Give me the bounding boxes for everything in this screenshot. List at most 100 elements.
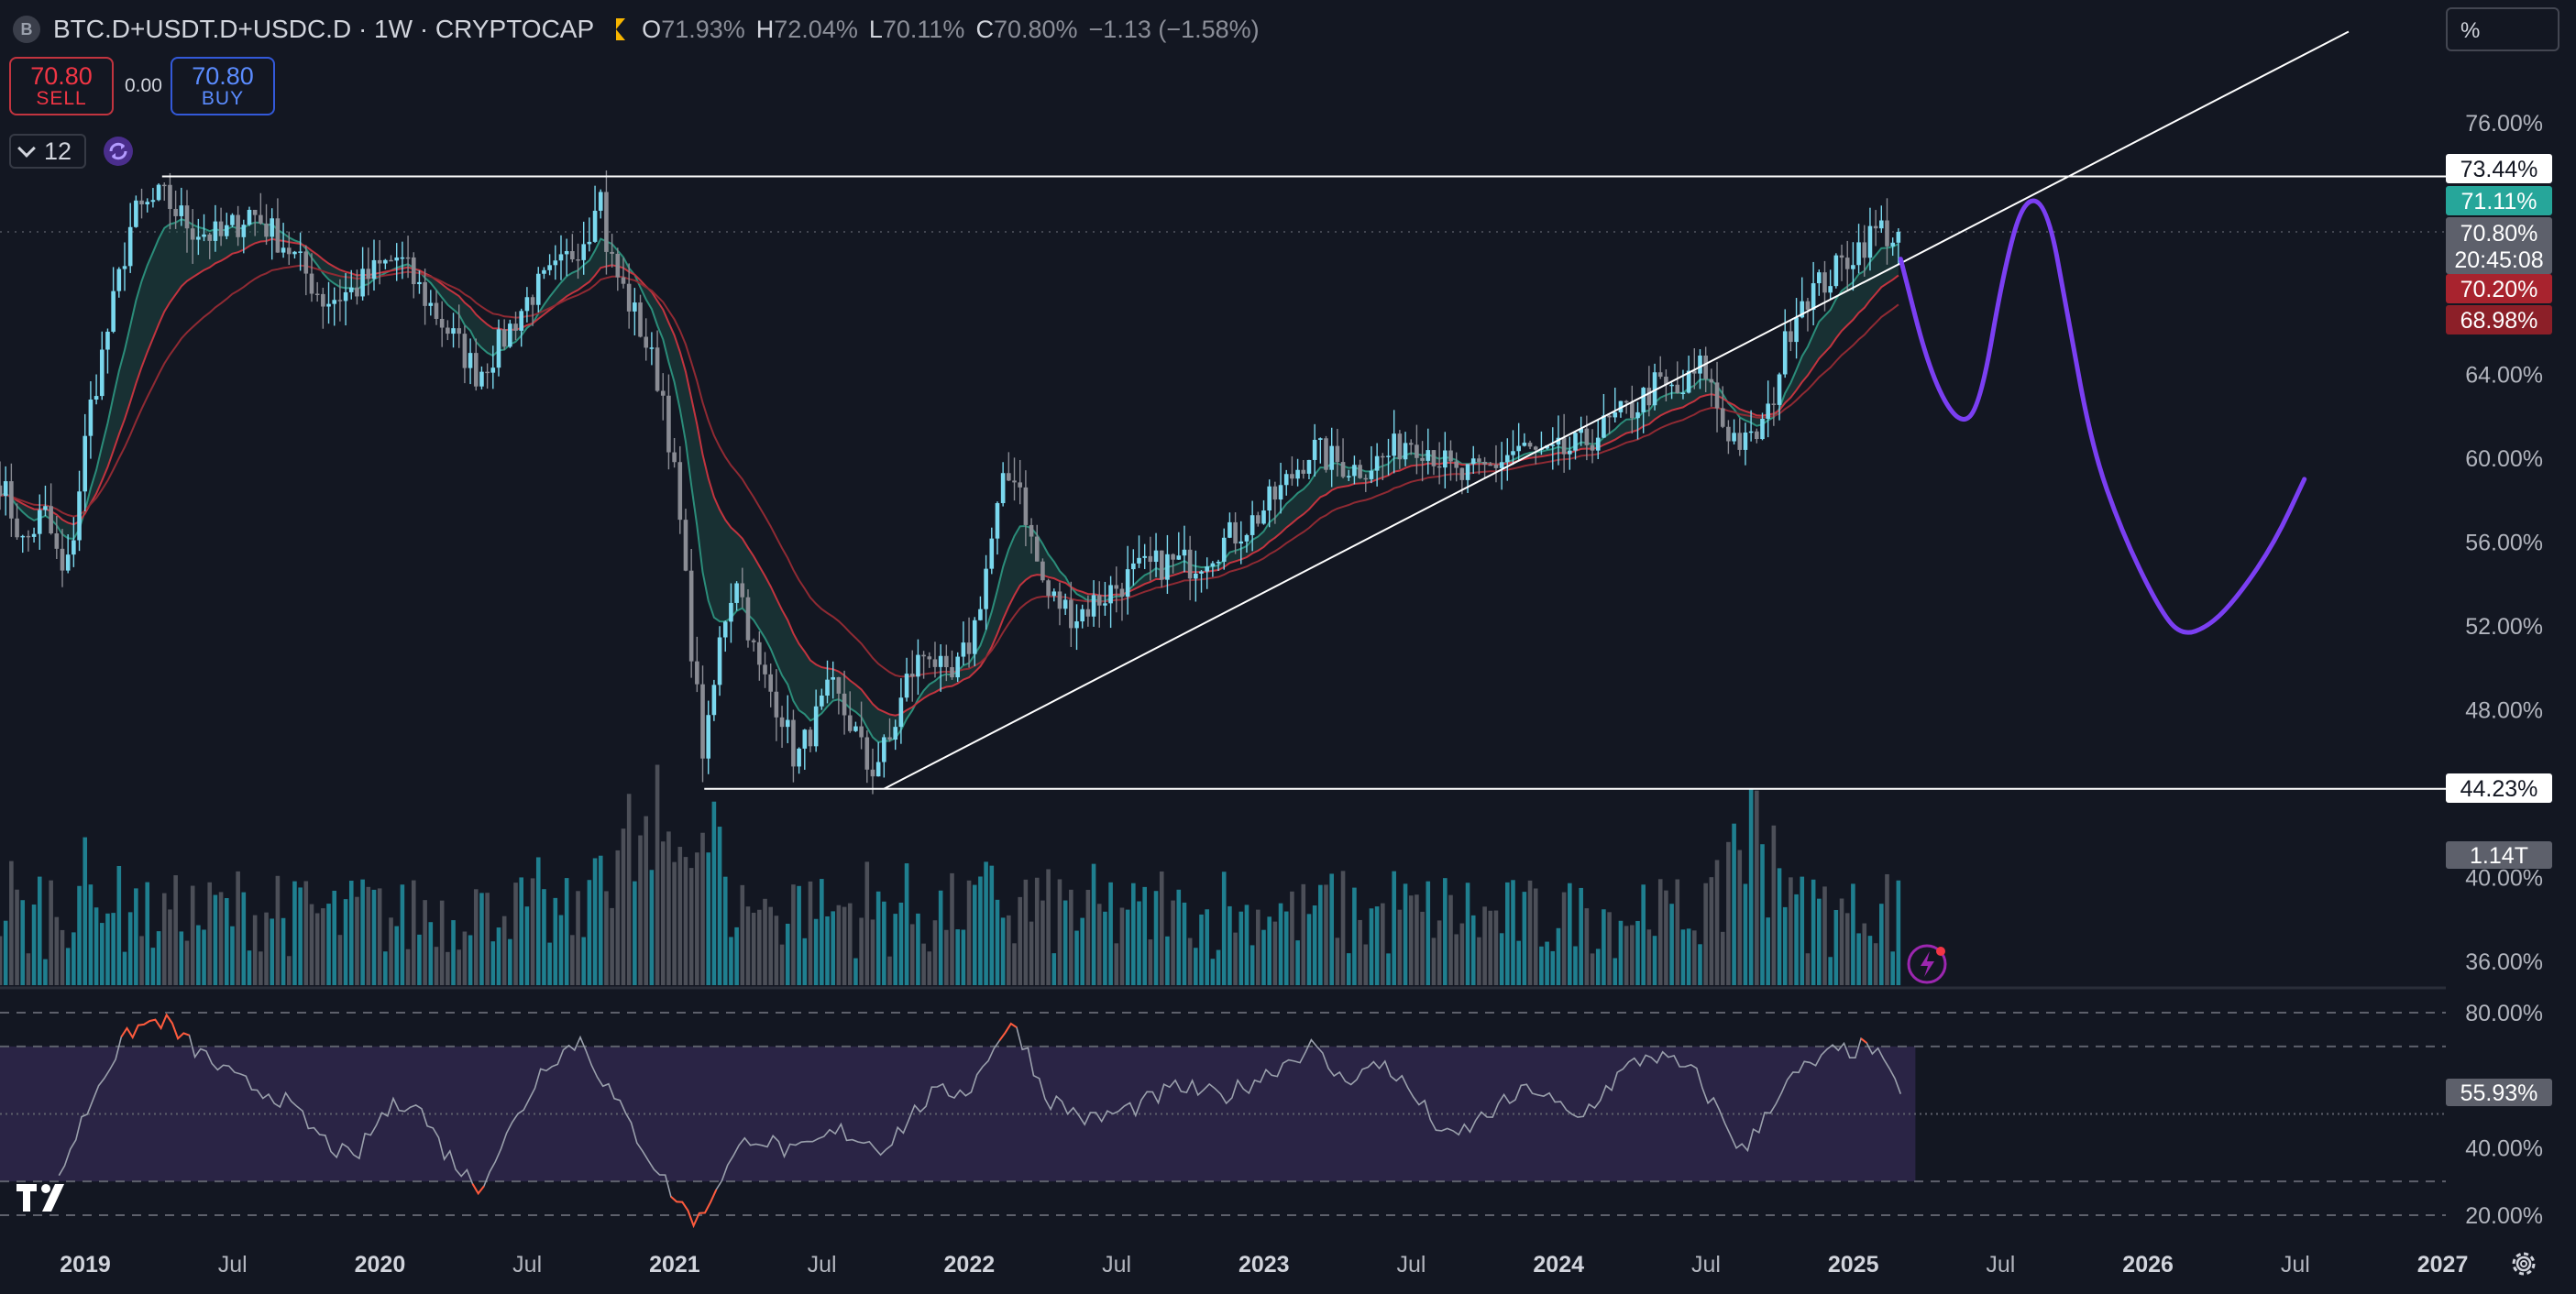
rsi-extreme-segment [120,1013,190,1040]
candle-body [1811,283,1816,311]
candle-body [337,300,343,302]
volume-bar [1420,911,1425,985]
candle-body [1766,403,1770,419]
volume-bar [49,880,53,985]
volume-bar [332,890,337,985]
candle-body [275,218,281,253]
svg-text:73.44%: 73.44% [2460,157,2538,182]
volume-bar [1873,943,1878,985]
volume-bar [1272,921,1278,985]
volume-bar [763,898,767,985]
time-tick-label: Jul [1691,1252,1721,1278]
volume-bar [615,850,621,985]
volume-bar [218,892,224,985]
candle-body [1664,377,1668,385]
volume-bar [706,852,711,985]
candle-body [213,221,218,241]
scale-mode-field[interactable]: % [2446,7,2559,51]
candle-body [995,503,1000,539]
volume-bar [966,880,972,985]
volume-bar [1182,902,1187,985]
candle-body [1369,470,1374,479]
candle-body [1069,599,1073,629]
candle-body [326,303,331,307]
volume-bar [314,913,320,985]
time-tick-label: 2021 [649,1252,700,1278]
time-axis[interactable]: 2019 Jul 2020 Jul 2021 Jul 2022 Jul 2023 Jul 2024 J… [0,1250,2468,1294]
candle-body [179,205,184,216]
volume-bar [1896,880,1901,985]
volume-bar [1459,923,1465,985]
volume-bar [150,948,156,985]
candle-body [1249,515,1255,535]
volume-bar [468,935,473,985]
candle-body [1720,408,1725,427]
volume-bar [859,917,864,985]
candle-body [411,257,416,285]
volume-bar [1867,936,1873,985]
candle-body [31,533,37,537]
candle-body [1159,550,1164,580]
candle-body [1358,465,1362,478]
candle-body [1194,573,1198,579]
volume-bar [1493,910,1499,985]
volume-bar [1306,914,1312,985]
buy-button[interactable]: 70.80 BUY [171,57,275,115]
volume-bar [887,956,892,985]
volume-bar [281,917,286,985]
candle-body [1800,301,1805,318]
candle-body [1470,458,1476,465]
drawings[interactable] [161,30,2446,984]
candle-body [553,260,558,266]
volume-bar [660,841,666,985]
volume-bar [490,941,496,985]
candle-body [1488,464,1493,466]
candle-body [1896,231,1901,243]
symbol-title[interactable]: BTC.D+USDT.D+USDC.D · 1W · CRYPTOCAP [53,15,595,43]
price-axis[interactable]: 76.00% 64.00% 60.00% 56.00% 52.00% 48.00% 40.0… [2446,0,2576,1294]
candle-body [944,655,949,668]
volume-bar [1630,925,1635,985]
volume-bar [37,876,42,985]
volume-bar [1194,948,1198,985]
candle-body [1760,418,1765,440]
volume-bar [1805,953,1811,985]
volume-bar [1635,920,1640,985]
candle-body [439,318,445,328]
svg-text:70.20%: 70.20% [2460,277,2538,302]
time-tick-label: 2019 [60,1252,111,1278]
candle-body [547,265,552,270]
candle-body [683,520,688,571]
volume-bar [173,875,178,985]
volume-bar [1737,850,1743,985]
volume-bar [462,931,468,985]
volume-bar [411,880,416,985]
volume-bar [1766,917,1770,985]
volume-bar [1171,900,1175,985]
candle-body [842,693,847,716]
volume-bar [1324,884,1328,985]
volume-bar [791,884,796,985]
candle-body [43,506,48,510]
candle-body [587,241,592,245]
volume-bar [1477,937,1481,985]
volume-bar [348,881,354,985]
sell-button[interactable]: 70.80 SELL [9,57,114,115]
flag-icon[interactable] [616,18,626,40]
volume-bar [1782,906,1788,985]
volume-bar [377,888,382,985]
settings-gear-icon[interactable] [2508,1248,2539,1279]
candle-body [564,251,569,255]
candle-body [1392,433,1396,456]
sync-icon[interactable] [103,136,134,167]
volume-bar [909,924,915,985]
volume-bar [1590,953,1595,985]
volume-bar [1743,883,1748,985]
candle-body [1352,465,1357,477]
indicators-collapse-button[interactable]: 12 [9,134,87,169]
candle-body [768,674,774,692]
candle-body [644,336,649,348]
candle-body [405,257,411,259]
tradingview-logo-icon[interactable] [15,1180,79,1213]
